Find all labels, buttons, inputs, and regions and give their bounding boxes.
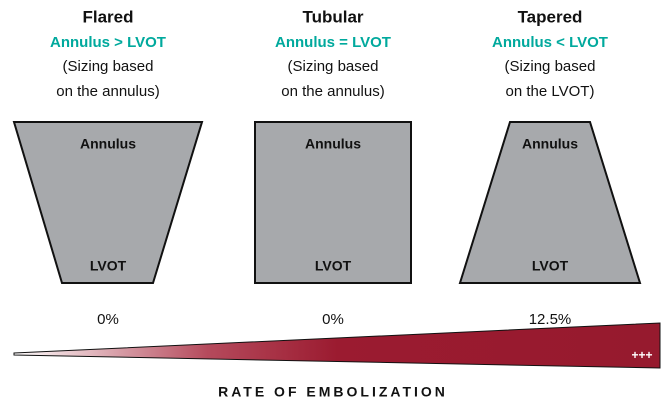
column-title: Flared	[82, 7, 133, 26]
annulus-label: Annulus	[522, 136, 578, 152]
column-title: Tapered	[518, 7, 583, 26]
column-shape	[254, 121, 412, 284]
embolization-wedge	[13, 322, 661, 369]
column-condition: Annulus < LVOT	[492, 34, 608, 51]
column-condition: Annulus = LVOT	[275, 34, 391, 51]
rate-value: 0%	[97, 311, 119, 328]
column-sizing: on the LVOT)	[506, 83, 595, 100]
annulus-label: Annulus	[305, 136, 361, 152]
rate-value: 12.5%	[529, 311, 572, 328]
column-sizing: on the annulus)	[281, 83, 384, 100]
wedge-marker: +++	[631, 348, 652, 362]
wedge-label: RATE OF EMBOLIZATION	[218, 384, 448, 400]
column-sizing: on the annulus)	[56, 83, 159, 100]
column-shape	[458, 121, 642, 284]
column-sizing: (Sizing based	[288, 58, 379, 75]
lvot-label: LVOT	[90, 258, 127, 274]
column-condition: Annulus > LVOT	[50, 34, 166, 51]
rate-value: 0%	[322, 311, 344, 328]
lvot-label: LVOT	[532, 258, 569, 274]
column-sizing: (Sizing based	[63, 58, 154, 75]
column-sizing: (Sizing based	[505, 58, 596, 75]
lvot-label: LVOT	[315, 258, 352, 274]
annulus-label: Annulus	[80, 136, 136, 152]
column-title: Tubular	[302, 7, 363, 26]
column-shape	[12, 121, 204, 284]
